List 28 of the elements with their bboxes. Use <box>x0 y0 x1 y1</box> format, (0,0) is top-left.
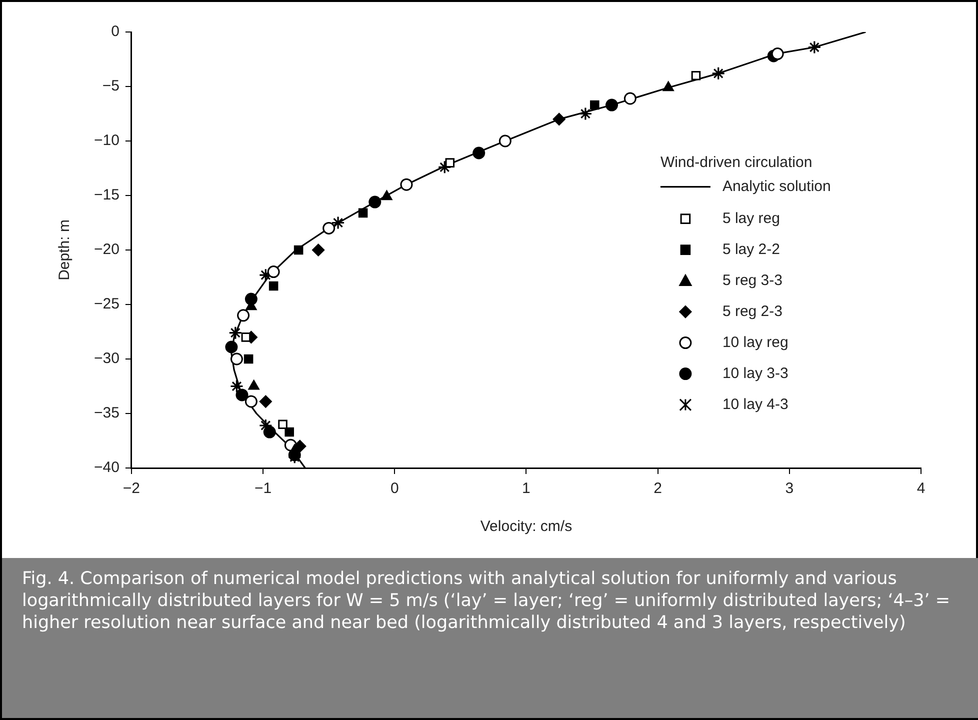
legend-label: 10 lay 4-3 <box>722 396 788 413</box>
legend-label: 5 lay 2-2 <box>722 240 780 258</box>
y-axis-title: Depth: m <box>56 220 74 280</box>
legend-label: 10 lay reg <box>722 334 788 351</box>
y-tick-label: −5 <box>102 78 120 95</box>
x-tick-label: −1 <box>254 480 272 498</box>
legend-title: Wind-driven circulation <box>660 154 812 171</box>
y-tick-label: −20 <box>94 241 120 258</box>
x-tick-label: 3 <box>785 480 794 498</box>
y-tick-label: 0 <box>111 23 120 40</box>
x-tick-label: 0 <box>390 480 399 498</box>
y-tick-label: −25 <box>94 296 120 313</box>
y-tick-label: −35 <box>94 404 120 422</box>
legend-label: Analytic solution <box>722 178 831 195</box>
legend-label: 10 lay 3-3 <box>722 364 788 382</box>
legend-label: 5 lay reg <box>722 210 780 227</box>
x-tick-label: 1 <box>522 480 530 498</box>
x-tick-label: 4 <box>916 480 926 498</box>
x-axis-title: Velocity: cm/s <box>480 518 572 536</box>
legend-label: 5 reg 3-3 <box>722 272 782 289</box>
legend-label: 5 reg 2-3 <box>722 302 782 320</box>
y-tick-label: −15 <box>94 186 120 204</box>
x-tick-label: −2 <box>122 480 140 498</box>
x-tick-label: 2 <box>654 480 662 498</box>
y-tick-label: −40 <box>94 459 120 476</box>
y-tick-label: −10 <box>94 132 120 150</box>
y-tick-label: −30 <box>94 350 120 368</box>
caption: Fig. 4. Comparison of numerical model predictions with analytical solution for uniformly and various logarithmically distributed layers for W = 5 m/s (‘lay’ = layer; ‘reg’ = uniformly distributed layers; ‘4–3’ = higher resolution near surface and near bed (logarithmically distributed 4 and 3 layers, respectively) <box>2 558 978 718</box>
